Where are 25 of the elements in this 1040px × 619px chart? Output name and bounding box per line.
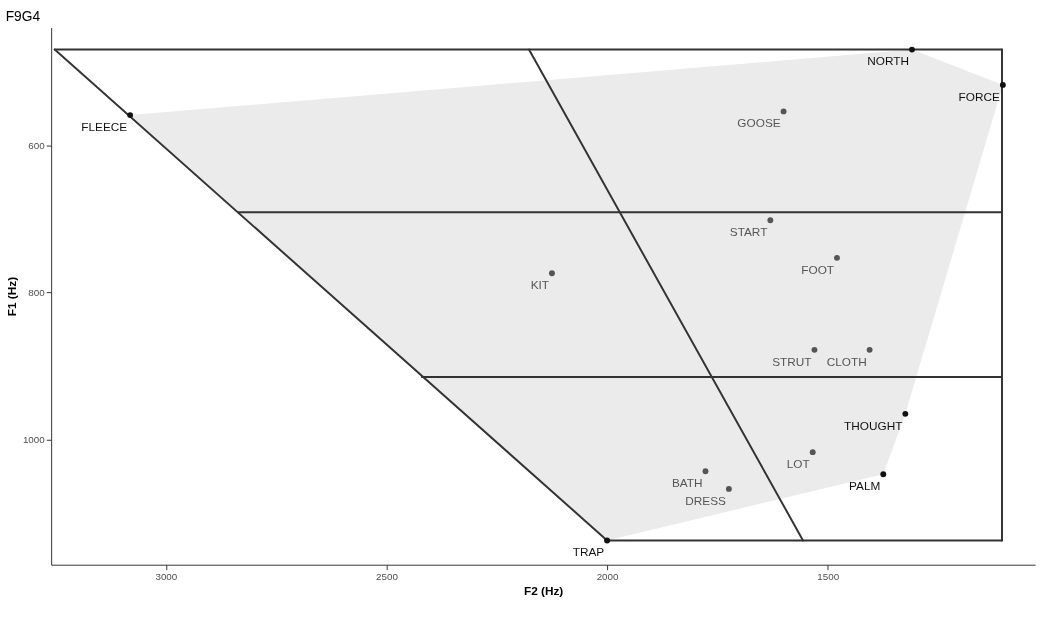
x-tick-label: 2000 [596, 570, 620, 582]
data-label: NORTH [867, 54, 910, 69]
y-tick-label: 800 [28, 286, 46, 298]
data-label: FOOT [801, 262, 835, 277]
x-axis-title: F2 (Hz) [523, 583, 564, 598]
data-label: DRESS [685, 493, 727, 508]
data-label: TRAP [572, 545, 605, 560]
x-tick-label: 1500 [817, 570, 840, 582]
data-label: GOOSE [737, 116, 781, 131]
y-axis-title: F1 (Hz) [4, 276, 19, 317]
data-label: STRUT [772, 354, 812, 369]
data-label: THOUGHT [844, 418, 903, 433]
y-tick-label: 600 [28, 139, 46, 151]
y-tick-label: 1000 [22, 434, 46, 446]
data-label: START [729, 225, 768, 240]
data-label: KIT [530, 278, 549, 293]
x-tick-label: 3000 [155, 570, 178, 582]
data-label: FLEECE [81, 119, 128, 134]
x-tick-label: 2500 [376, 570, 399, 582]
data-label: BATH [671, 476, 703, 490]
data-label: PALM [849, 478, 881, 493]
chart-title: F9G4 [5, 8, 41, 24]
data-label: CLOTH [826, 354, 867, 369]
data-label: LOT [786, 456, 810, 471]
data-label: FORCE [958, 89, 1001, 104]
